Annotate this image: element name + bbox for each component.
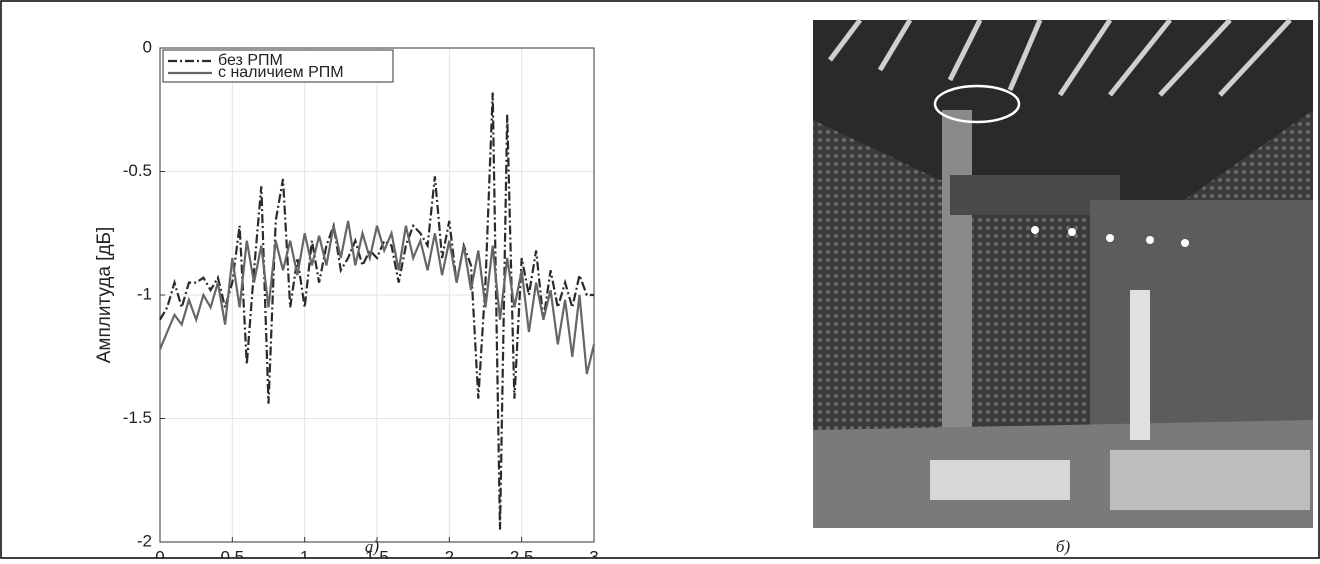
x-tick-label: 2 xyxy=(445,547,454,559)
chart: 00.511.522.530-0.5-1-1.5-2Вертикальное с… xyxy=(94,37,599,564)
x-tick-label: 1 xyxy=(300,547,309,559)
x-tick-label: 3 xyxy=(589,547,598,559)
legend-label: без РПМ xyxy=(218,52,283,69)
caption: б) xyxy=(1056,537,1071,556)
x-tick-label: 0.5 xyxy=(221,547,245,559)
series-line xyxy=(158,220,596,375)
legend-label: с наличием РПМ xyxy=(218,64,344,81)
legend-box xyxy=(162,49,394,83)
series-line xyxy=(159,92,594,530)
y-tick-label: -0.5 xyxy=(123,161,152,180)
x-tick-label: 0 xyxy=(155,547,164,559)
y-tick-label: -2 xyxy=(137,531,152,550)
caption: а) xyxy=(365,537,380,556)
x-tick-label: 2.5 xyxy=(510,547,534,559)
photo xyxy=(813,18,1313,528)
y-tick-label: -1.5 xyxy=(123,408,152,427)
y-axis-label: Амплитуда [дБ] xyxy=(94,227,115,364)
y-tick-label: 0 xyxy=(143,37,152,56)
y-tick-label: -1 xyxy=(137,284,152,303)
